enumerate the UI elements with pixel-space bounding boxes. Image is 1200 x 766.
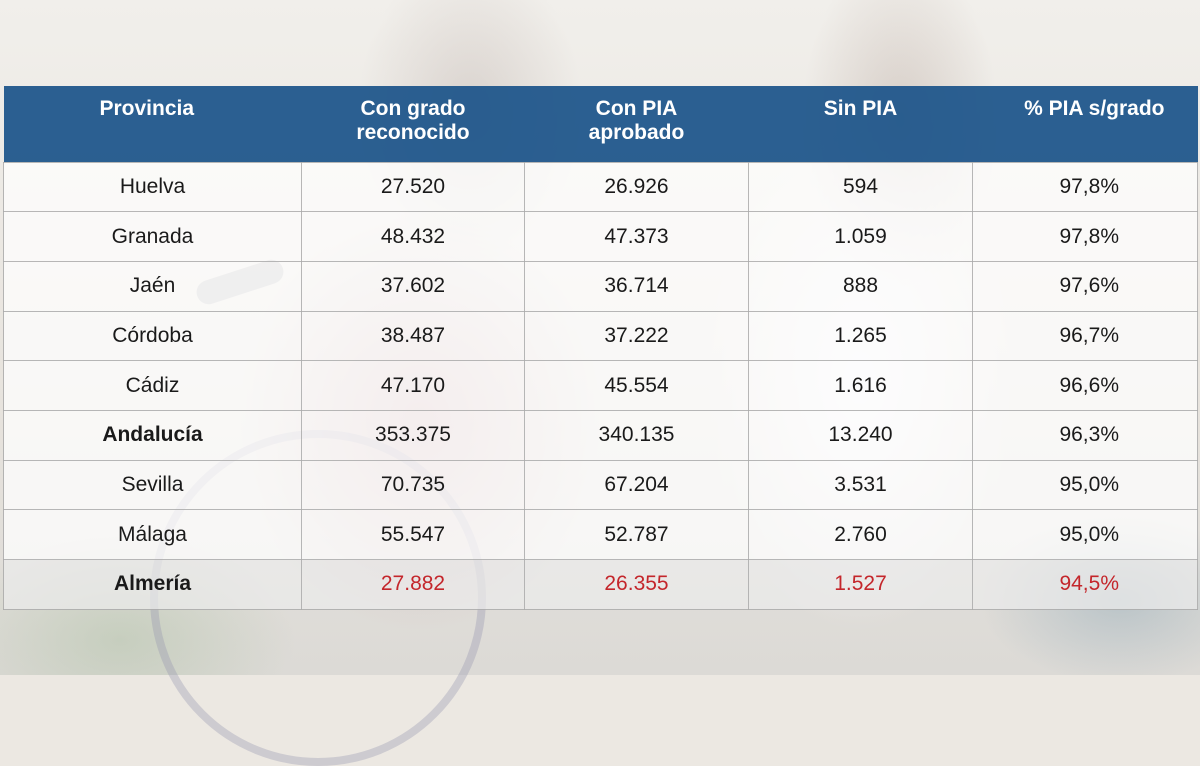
cell-con-pia: 52.787 [524, 509, 749, 560]
cell-sin-pia: 888 [748, 260, 973, 312]
table-row: Granada 48.432 47.373 1.059 97,8% [3, 211, 1198, 262]
table-row: Almería 27.882 26.355 1.527 94,5% [3, 559, 1198, 610]
cell-pct-pia: 95,0% [972, 509, 1198, 560]
table-row: Huelva 27.520 26.926 594 97,8% [3, 161, 1198, 213]
cell-provincia: Sevilla [3, 459, 302, 511]
table-row: Málaga 55.547 52.787 2.760 95,0% [3, 509, 1198, 560]
header-con-grado: Con grado reconocido [301, 86, 525, 162]
cell-con-grado: 47.170 [301, 360, 525, 411]
cell-con-pia: 26.926 [524, 161, 749, 213]
cell-con-grado: 27.520 [301, 161, 525, 213]
table-body: Huelva 27.520 26.926 594 97,8% Granada 48.432 4… [3, 161, 1198, 610]
cell-con-pia: 37.222 [524, 310, 749, 362]
cell-con-grado: 55.547 [301, 509, 525, 560]
cell-con-pia: 36.714 [524, 260, 749, 312]
cell-provincia: Jaén [3, 260, 302, 312]
cell-provincia: Málaga [3, 509, 302, 560]
cell-sin-pia: 1.265 [748, 310, 973, 362]
table-row: Cádiz 47.170 45.554 1.616 96,6% [3, 360, 1198, 411]
cell-con-grado: 37.602 [301, 260, 525, 312]
cell-con-pia: 45.554 [524, 360, 749, 411]
cell-provincia: Cádiz [3, 360, 302, 411]
cell-pct-pia: 97,8% [972, 161, 1198, 213]
cell-sin-pia: 2.760 [748, 509, 973, 560]
cell-sin-pia: 1.527 [748, 559, 973, 610]
cell-pct-pia: 96,6% [972, 360, 1198, 411]
cell-pct-pia: 94,5% [972, 559, 1198, 610]
cell-con-grado: 48.432 [301, 211, 525, 262]
cell-sin-pia: 3.531 [748, 459, 973, 511]
cell-provincia: Córdoba [3, 310, 302, 362]
cell-provincia: Almería [3, 559, 302, 610]
table-row: Andalucía 353.375 340.135 13.240 96,3% [3, 409, 1198, 461]
header-sin-pia: Sin PIA [748, 86, 973, 162]
cell-pct-pia: 96,7% [972, 310, 1198, 362]
header-provincia: Provincia [3, 86, 302, 162]
dependency-statistics-table-container: Provincia Con grado reconocido Con PIA a… [3, 86, 1198, 610]
cell-con-pia: 26.355 [524, 559, 749, 610]
cell-provincia: Granada [3, 211, 302, 262]
cell-sin-pia: 1.616 [748, 360, 973, 411]
cell-sin-pia: 1.059 [748, 211, 973, 262]
cell-con-pia: 47.373 [524, 211, 749, 262]
cell-provincia: Andalucía [3, 409, 302, 461]
table-row: Sevilla 70.735 67.204 3.531 95,0% [3, 459, 1198, 511]
cell-con-grado: 38.487 [301, 310, 525, 362]
cell-con-grado: 353.375 [301, 409, 525, 461]
cell-pct-pia: 97,6% [972, 260, 1198, 312]
cell-con-grado: 27.882 [301, 559, 525, 610]
cell-con-pia: 67.204 [524, 459, 749, 511]
header-row: Provincia Con grado reconocido Con PIA a… [3, 86, 1198, 162]
cell-con-pia: 340.135 [524, 409, 749, 461]
header-con-pia: Con PIA aprobado [524, 86, 749, 162]
cell-sin-pia: 13.240 [748, 409, 973, 461]
dependency-statistics-table: Provincia Con grado reconocido Con PIA a… [3, 86, 1198, 610]
cell-pct-pia: 95,0% [972, 459, 1198, 511]
header-pct-pia: % PIA s/grado [972, 86, 1198, 162]
cell-sin-pia: 594 [748, 161, 973, 213]
cell-provincia: Huelva [3, 161, 302, 213]
table-header: Provincia Con grado reconocido Con PIA a… [3, 86, 1198, 162]
table-row: Jaén 37.602 36.714 888 97,6% [3, 260, 1198, 312]
cell-pct-pia: 96,3% [972, 409, 1198, 461]
cell-con-grado: 70.735 [301, 459, 525, 511]
cell-pct-pia: 97,8% [972, 211, 1198, 262]
table-row: Córdoba 38.487 37.222 1.265 96,7% [3, 310, 1198, 362]
